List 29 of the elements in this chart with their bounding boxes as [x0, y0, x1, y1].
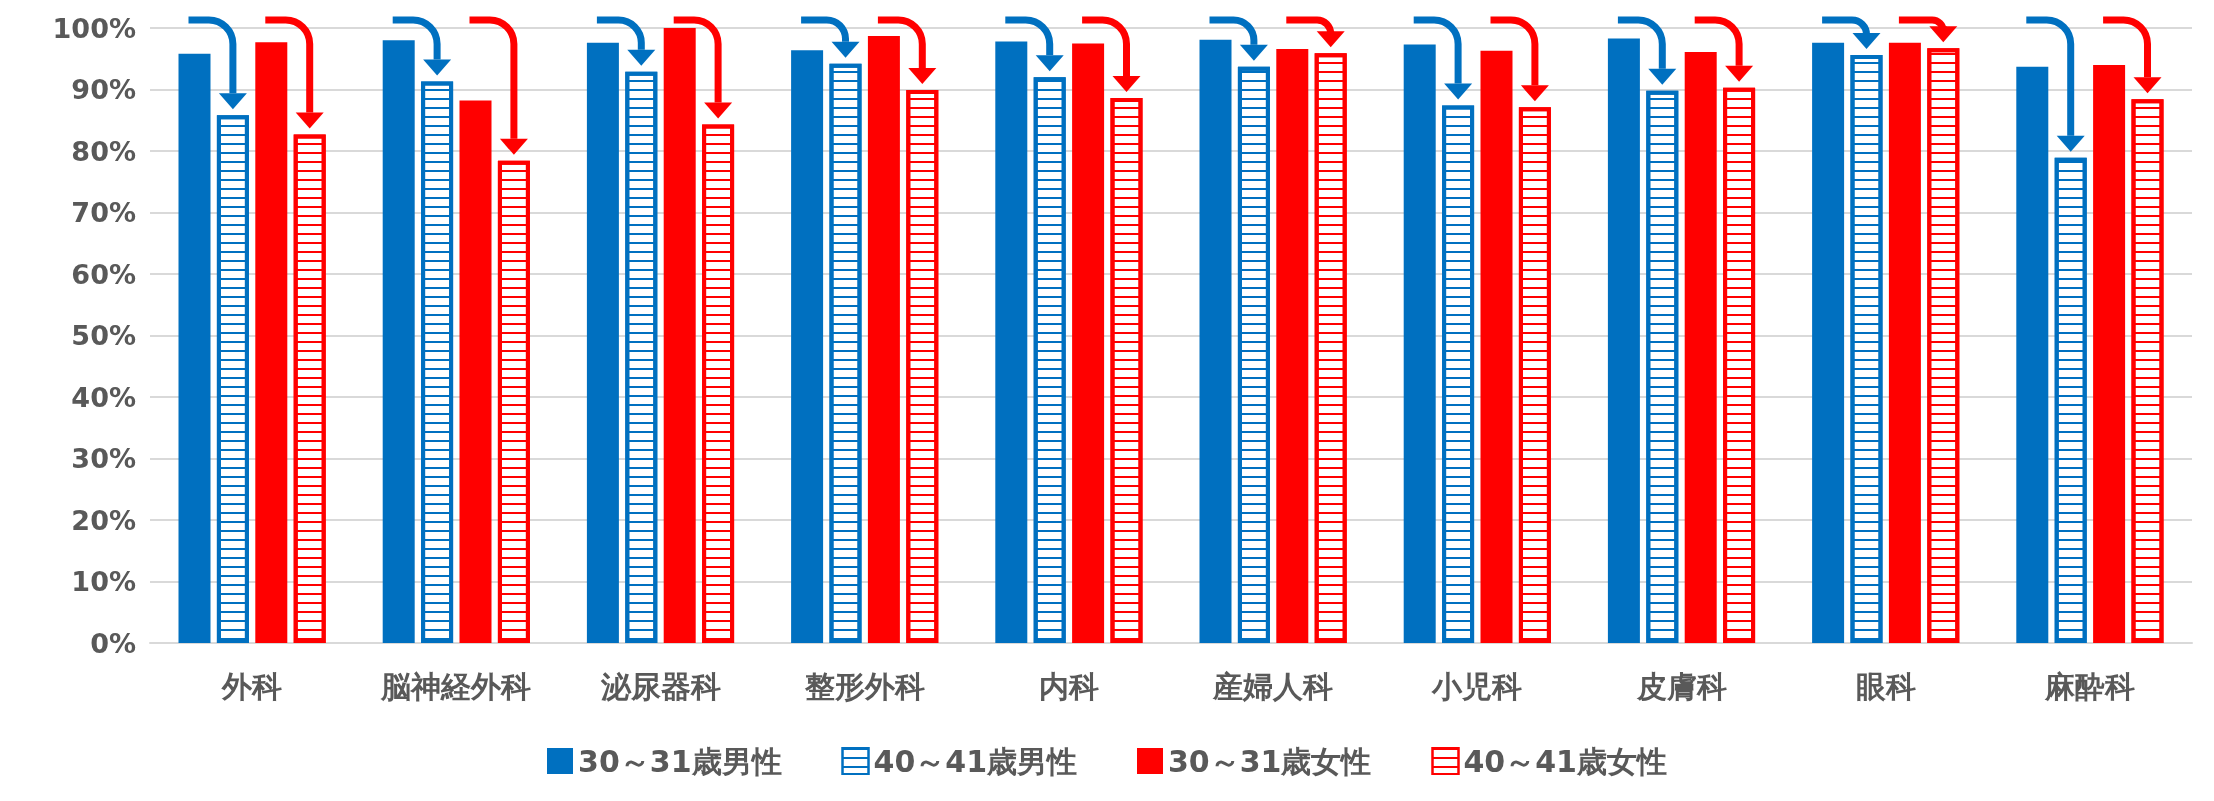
x-tick-label: 外科: [221, 668, 283, 704]
x-tick-label: 内科: [1038, 668, 1099, 704]
bar: [1812, 42, 1845, 643]
y-tick-label: 10%: [71, 566, 136, 597]
legend-label: 40～41歳女性: [1463, 743, 1667, 779]
y-tick-label: 70%: [71, 197, 136, 228]
y-tick-label: 80%: [71, 135, 136, 167]
legend-label: 40～41歳男性: [873, 743, 1077, 779]
y-tick-label: 20%: [71, 504, 136, 536]
x-tick-label: 小児科: [1431, 668, 1523, 704]
x-tick-label: 皮膚科: [1635, 668, 1727, 704]
bar: [1888, 42, 1921, 643]
x-tick-label: 泌尿器科: [599, 668, 721, 704]
bar: [1276, 48, 1309, 643]
legend-label: 30～31歳女性: [1168, 743, 1372, 779]
y-tick-label: 90%: [71, 74, 136, 105]
y-tick-label: 40%: [71, 381, 136, 413]
x-tick-label: 眼科: [1855, 668, 1916, 704]
y-tick-label: 60%: [71, 258, 136, 290]
y-tick-label: 50%: [71, 320, 136, 351]
x-tick-label: 産婦人科: [1212, 668, 1334, 704]
y-tick-label: 0%: [90, 627, 136, 659]
x-tick-label: 麻酔科: [2043, 668, 2135, 704]
x-tick-label: 脳神経外科: [380, 668, 532, 704]
y-tick-label: 30%: [71, 443, 136, 474]
legend-label: 30～31歳男性: [578, 743, 782, 779]
y-tick-label: 100%: [52, 12, 136, 44]
x-tick-label: 整形外科: [803, 668, 925, 704]
bar: [791, 50, 824, 643]
